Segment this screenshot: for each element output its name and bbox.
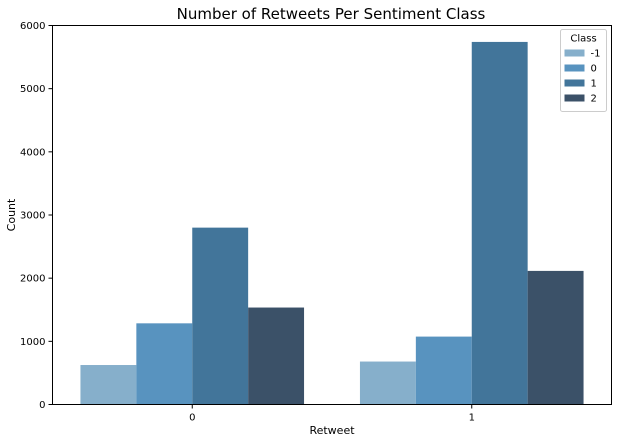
x-tick-label: 1 [469, 413, 475, 424]
legend-swatch-0 [564, 64, 585, 72]
bars-layer [80, 41, 584, 405]
y-tick-label: 2000 [20, 274, 45, 285]
legend-title: Class [570, 34, 596, 45]
legend-swatch--1 [564, 49, 585, 57]
y-tick-label: 0 [39, 400, 45, 411]
legend: Class -1 0 1 2 [560, 29, 607, 112]
legend-label-1: 1 [591, 79, 597, 90]
bar-class-2-retweet-1 [527, 270, 584, 405]
x-tick-label: 0 [189, 413, 195, 424]
bar-class--1-retweet-0 [80, 365, 137, 405]
legend-swatch-1 [564, 79, 585, 87]
legend-swatch-2 [564, 94, 585, 102]
bar-class-0-retweet-0 [136, 323, 193, 405]
y-tick-label: 5000 [20, 84, 45, 95]
y-axis-label: Count [5, 198, 18, 231]
y-tick-label: 3000 [20, 211, 45, 222]
legend-label--1: -1 [591, 49, 601, 60]
bar-class-0-retweet-1 [415, 336, 472, 405]
y-tick-label: 1000 [20, 337, 45, 348]
x-axis-label: Retweet [309, 424, 355, 437]
y-axis: 0 1000 2000 3000 4000 5000 6000 [20, 21, 53, 411]
legend-label-2: 2 [591, 94, 597, 105]
y-tick-label: 6000 [20, 21, 45, 32]
legend-label-0: 0 [591, 64, 597, 75]
bar-class-2-retweet-0 [248, 307, 305, 405]
bar-class--1-retweet-1 [359, 361, 416, 405]
bar-class-1-retweet-0 [192, 227, 249, 405]
y-tick-label: 4000 [20, 147, 45, 158]
bar-class-1-retweet-1 [471, 41, 528, 405]
chart-title: Number of Retweets Per Sentiment Class [177, 5, 486, 23]
plot-frame [52, 25, 612, 405]
